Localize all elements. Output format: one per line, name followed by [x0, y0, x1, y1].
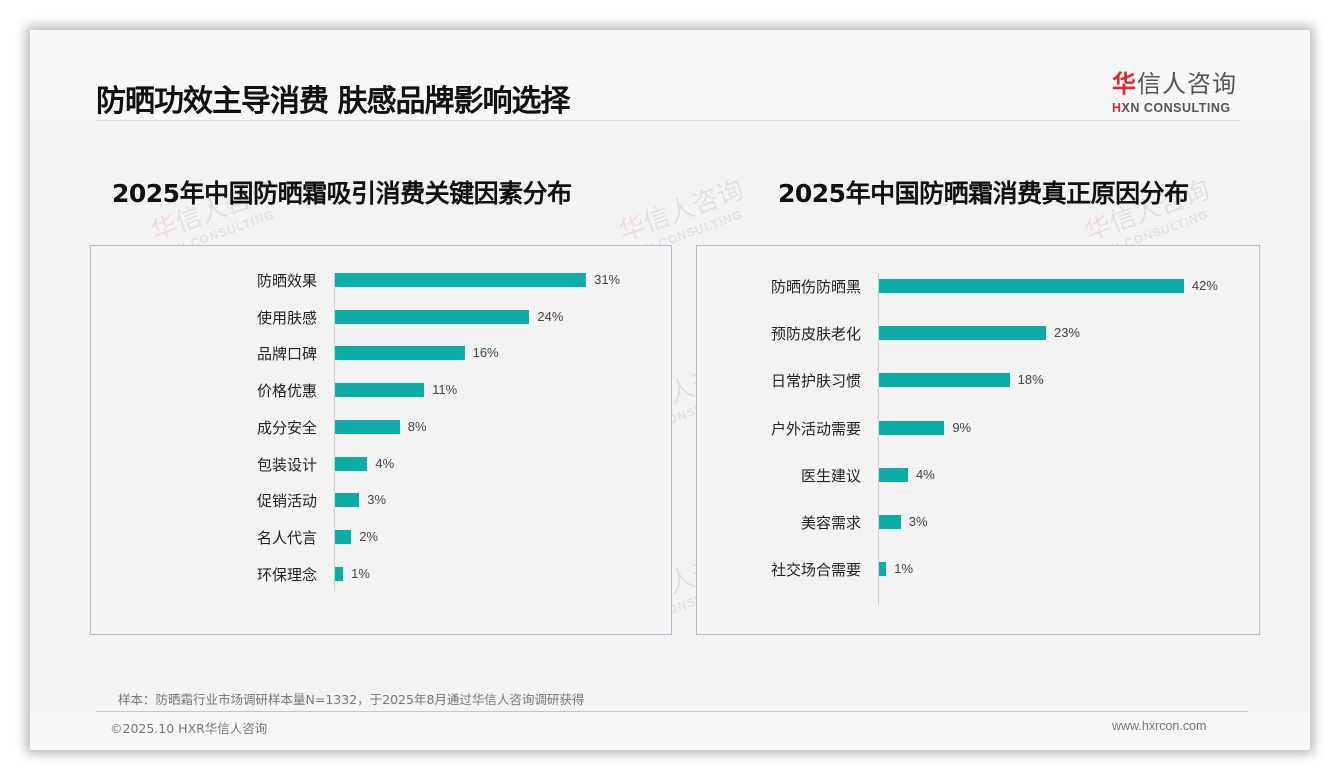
category-label: 成分安全 [256, 418, 317, 437]
bar [335, 456, 368, 471]
bar [879, 326, 1046, 341]
bar-row: 品牌口碑 16% [91, 345, 671, 363]
category-label: 户外活动需要 [770, 419, 861, 438]
bar-row: 名人代言 2% [91, 528, 671, 547]
value-label: 4% [916, 466, 935, 482]
value-label: 24% [537, 308, 564, 324]
logo-english: HXN CONSULTING [1112, 101, 1231, 115]
footer-divider [96, 711, 1248, 712]
bar-row: 防晒效果 31% [91, 272, 671, 290]
category-label: 日常护肤习惯 [770, 372, 861, 391]
chart-title-right: 2025年中国防晒霜消费真正原因分布 [778, 179, 1189, 208]
bar-row: 环保理念 1% [91, 565, 671, 584]
website-link[interactable]: www.hxrcon.com [1112, 719, 1207, 733]
category-label: 名人代言 [256, 528, 317, 547]
value-label: 23% [1053, 325, 1080, 341]
bar [335, 346, 465, 361]
bar-row: 户外活动需要 9% [697, 419, 1259, 438]
sample-note: 样本：防晒霜行业市场调研样本量N=1332，于2025年8月通过华信人咨询调研获… [118, 692, 585, 707]
category-label: 医生建议 [800, 466, 861, 485]
chart-panel-left: 防晒效果 31% 使用肤感 24% 品牌口碑 16% 价格优惠 11% 成分安全 8% 包装设计 4%… [90, 245, 672, 635]
value-label: 2% [359, 528, 378, 544]
bar [335, 273, 587, 287]
value-label: 31% [594, 272, 621, 287]
bar [879, 420, 945, 435]
category-label: 价格优惠 [256, 382, 317, 401]
title-divider [96, 120, 1240, 121]
header-band [30, 30, 1310, 120]
value-label: 3% [367, 492, 387, 508]
value-label: 11% [432, 382, 458, 398]
category-label: 预防皮肤老化 [770, 325, 861, 344]
value-label: 9% [952, 419, 972, 435]
category-axis [334, 273, 335, 591]
category-axis [878, 273, 879, 605]
bar [335, 383, 425, 398]
bar-row: 预防皮肤老化 23% [697, 325, 1259, 343]
footer-band [30, 712, 1310, 750]
bar [335, 529, 352, 544]
bar [335, 493, 360, 508]
category-label: 环保理念 [256, 565, 317, 584]
category-label: 促销活动 [256, 492, 317, 511]
bar [879, 467, 909, 482]
bar-row: 包装设计 4% [91, 455, 671, 474]
bar-row: 防晒伤防晒黑 42% [697, 278, 1259, 296]
bar [879, 373, 1010, 388]
value-label: 8% [407, 418, 427, 434]
value-label: 3% [908, 514, 928, 529]
chart-panel-right: 防晒伤防晒黑 42% 预防皮肤老化 23% 日常护肤习惯 18% 户外活动需要 9% 医生建议 4… [696, 245, 1260, 635]
category-label: 防晒效果 [256, 272, 317, 290]
value-label: 1% [894, 561, 914, 577]
page-title: 防晒功效主导消费 肤感品牌影响选择 [96, 84, 570, 119]
bar-row: 促销活动 3% [91, 492, 671, 510]
brand-logo: 华信人咨询 HXN CONSULTING [1112, 64, 1242, 115]
category-label: 社交场合需要 [770, 561, 861, 580]
bar [335, 309, 530, 324]
bar-row: 使用肤感 24% [91, 308, 671, 327]
bar [335, 419, 400, 434]
slide: 防晒功效主导消费 肤感品牌影响选择 华信人咨询 HXN CONSULTING 华… [30, 30, 1310, 750]
category-label: 防晒伤防晒黑 [770, 278, 861, 296]
bar [879, 279, 1184, 293]
category-label: 使用肤感 [256, 308, 317, 327]
copyright-text: ©2025.10 HXR华信人咨询 [110, 721, 268, 736]
chart-title-left: 2025年中国防晒霜吸引消费关键因素分布 [112, 179, 572, 208]
bar-row: 日常护肤习惯 18% [697, 372, 1259, 390]
category-label: 品牌口碑 [256, 345, 317, 364]
bar-row: 社交场合需要 1% [697, 561, 1259, 579]
value-label: 16% [472, 345, 499, 361]
category-label: 美容需求 [800, 514, 861, 532]
value-label: 4% [375, 455, 395, 471]
bar-row: 医生建议 4% [697, 466, 1259, 485]
logo-chinese: 华信人咨询 [1112, 70, 1237, 98]
value-label: 1% [351, 565, 370, 581]
bar-row: 价格优惠 11% [91, 382, 671, 400]
category-label: 包装设计 [256, 455, 317, 474]
value-label: 42% [1191, 278, 1218, 293]
bar [879, 562, 887, 577]
value-label: 18% [1017, 372, 1044, 388]
bar [335, 566, 344, 581]
bar-row: 美容需求 3% [697, 514, 1259, 532]
bar-row: 成分安全 8% [91, 418, 671, 437]
bar [879, 515, 901, 529]
